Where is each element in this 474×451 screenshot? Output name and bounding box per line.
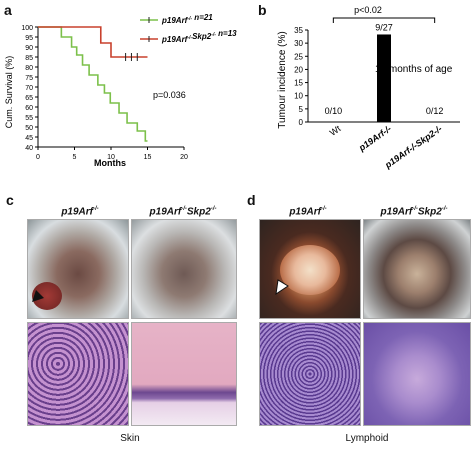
bar-label: 0/12 [426, 106, 444, 116]
enlarged-organs [280, 245, 340, 295]
y-axis-label: Tumour incidence (%) [277, 31, 288, 128]
survival-chart: Cum. Survival (%) Months 404550556065707… [4, 13, 237, 168]
y-tick-label: 50 [25, 125, 33, 132]
x-tick-label: 10 [107, 154, 115, 161]
caption-skin: Skin [120, 433, 140, 444]
y-tick-label: 60 [25, 105, 33, 112]
y-tick-label: 15 [294, 79, 303, 88]
y-tick-label: 70 [25, 85, 33, 92]
category-label: Wt [328, 123, 343, 138]
histology-lymphoid-normal [363, 322, 471, 426]
y-tick-label: 0 [299, 118, 304, 127]
arrow-icon [275, 279, 289, 296]
y-tick-label: 25 [294, 52, 303, 61]
y-axis-label: Cum. Survival (%) [4, 56, 14, 129]
x-axis-label: Months [94, 158, 126, 168]
y-tick-label: 35 [294, 26, 303, 35]
mouse-photo-tumor [27, 219, 129, 319]
x-tick-label: 0 [36, 154, 40, 161]
bar-label: 0/10 [325, 106, 343, 116]
y-tick-label: 40 [25, 145, 33, 152]
column-label-p19arf-skp2: p19Arf-/-Skp2-/- [380, 206, 448, 218]
x-tick-label: 15 [144, 154, 152, 161]
legend-label: p19Arf-/-Skp2-/- n=13 [161, 29, 237, 44]
series-line-1 [38, 26, 148, 142]
legend-label: p19Arf-/- n=21 [161, 13, 213, 25]
histology-skin-normal [131, 322, 237, 426]
y-tick-label: 20 [294, 65, 303, 74]
y-tick-label: 65 [25, 95, 33, 102]
y-tick-label: 100 [21, 25, 33, 32]
axes: 40 45 50 55 60 65 70 75 80 85 90 95 100 0 5 10 15 20 [21, 25, 188, 161]
age-annotation: 12 months of age [375, 64, 453, 75]
histology-lymphoid-tumor [259, 322, 361, 426]
mouse-photo-lymphoma [259, 219, 361, 319]
caption-lymphoid: Lymphoid [345, 433, 389, 444]
panel-c-letter: c [6, 192, 14, 208]
column-label-p19arf: p19Arf-/- [289, 206, 327, 218]
y-tick-label: 80 [25, 65, 33, 72]
y-tick-label: 75 [25, 75, 33, 82]
y-tick-label: 85 [25, 55, 33, 62]
y-tick-label: 30 [294, 39, 303, 48]
column-label-p19arf: p19Arf-/- [61, 206, 99, 218]
legend: p19Arf-/- n=21 p19Arf-/-Skp2-/- n=13 [140, 13, 237, 44]
column-label-p19arf-skp2: p19Arf-/-Skp2-/- [149, 206, 217, 218]
panel-a-letter: a [4, 2, 12, 18]
category-labels: Wt p19Arf-/-p19Arf-/-Skp2-/- [328, 123, 444, 170]
mouse-photo-normal [131, 219, 237, 319]
y-tick-label: 5 [299, 105, 304, 114]
bar-label: 9/27 [375, 22, 393, 32]
significance-bracket [332, 17, 436, 23]
y-tick-label: 90 [25, 45, 33, 52]
x-tick-label: 5 [73, 154, 77, 161]
survival-curves [38, 26, 148, 142]
y-tick-label: 55 [25, 115, 33, 122]
y-tick-label: 95 [25, 35, 33, 42]
bar-2 [377, 34, 391, 123]
panel-d-letter: d [247, 192, 256, 208]
series-line-2 [38, 26, 148, 58]
y-tick-label: 45 [25, 135, 33, 142]
mouse-photo-normal-lymphoid [363, 219, 471, 319]
incidence-chart: Tumour incidence (%) 0 5 10 15 20 25 30 35 0/10… [277, 5, 460, 170]
panel-b-letter: b [258, 2, 267, 18]
axes: 0 5 10 15 20 25 30 35 [294, 26, 460, 127]
x-tick-label: 20 [180, 154, 188, 161]
p-value-label: p<0.02 [354, 5, 382, 15]
arrow-icon [32, 290, 44, 302]
p-value-label: p=0.036 [153, 90, 186, 100]
y-tick-label: 10 [294, 92, 303, 101]
histology-skin-tumor [27, 322, 129, 426]
bars: 0/10 9/27 0/12 [325, 17, 444, 123]
category-label: p19Arf-/- [356, 123, 393, 153]
